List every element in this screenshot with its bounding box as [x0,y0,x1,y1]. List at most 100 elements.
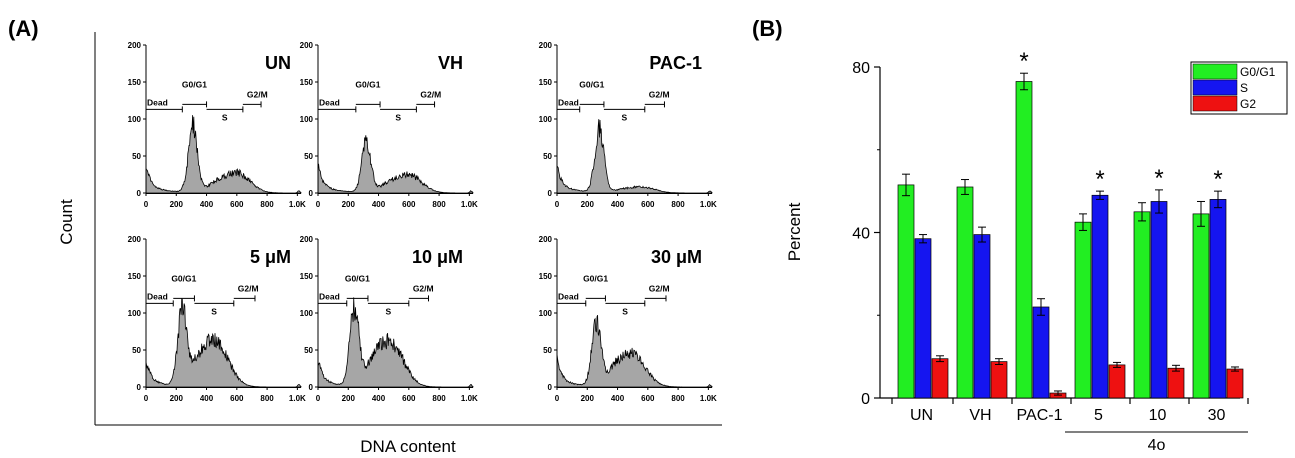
bar-g2 [1108,364,1126,399]
histogram-x-tick-label: 1.0K [289,200,306,209]
histogram-condition-title: 5 μM [250,247,291,267]
bar-category-label: 30 [1208,407,1226,424]
histogram-x-tick-label: 400 [372,394,386,403]
significance-asterisk: * [1154,165,1163,192]
histogram-condition-title: PAC-1 [649,53,702,73]
histogram-x-tick-label: 600 [641,394,655,403]
bar-y-axis-label: Percent [785,202,804,261]
histogram-y-tick-label: 100 [300,309,314,318]
histogram-x-tick-label: 0 [316,200,321,209]
histogram-x-tick-label: 600 [402,394,416,403]
histogram-x-tick-label: 400 [611,200,625,209]
histogram-x-tick-label: 200 [170,394,184,403]
bar-category-label: PAC-1 [1017,407,1063,424]
histogram-x-tick-label: 0 [316,394,321,403]
histogram-y-tick-label: 200 [300,41,314,50]
legend-swatch [1192,95,1238,112]
gate-label-g2m: G2/M [413,283,434,293]
histogram-y-tick-label: 0 [309,383,314,392]
bar-s [1209,199,1227,399]
gate-label-dead: Dead [558,291,579,301]
histogram-x-tick-label: 1.0K [461,200,478,209]
bar-y-tick-label: 0 [861,391,870,408]
histogram-y-tick-label: 200 [539,41,553,50]
histogram-x-tick-label: 800 [260,200,274,209]
histogram-curve [317,297,474,388]
histogram-y-tick-label: 150 [300,78,314,87]
bar-g0g1 [1133,211,1151,399]
group-label: 4o [1148,437,1166,454]
gate-label-g0g1: G0/G1 [171,273,196,283]
gate-label-g2m: G2/M [649,89,670,99]
gate-label-g0g1: G0/G1 [583,273,608,283]
histogram-x-tick-label: 1.0K [461,394,478,403]
legend-entry: G2 [1240,97,1256,111]
histogram-y-tick-label: 100 [539,115,553,124]
histogram-y-tick-label: 200 [128,235,142,244]
histogram-y-tick-label: 50 [132,346,141,355]
legend-swatch [1192,79,1238,96]
bar-y-tick-label: 40 [852,226,870,243]
bar-category-label: UN [910,407,933,424]
bar-chart-marks: 0 40 80 UN VH PAC-1 * 5 * 10 * 30 * 4o [852,48,1249,454]
histogram-x-tick-label: 0 [144,394,149,403]
bar-s [973,234,991,399]
bar-s [1032,306,1050,399]
histogram-x-tick-label: 800 [671,200,685,209]
histogram-curve [317,135,474,194]
gate-label-s: S [622,112,628,122]
significance-asterisk: * [1213,166,1222,193]
histogram-x-tick-label: 0 [555,394,560,403]
panel-b-label: (B) [752,16,783,41]
histogram-y-tick-label: 150 [539,272,553,281]
panel-b-bar-chart: Percent 0 40 80 UN VH PAC-1 * 5 * 10 * 30 * 4o G0/G1 S… [785,48,1288,454]
histogram-y-tick-label: 100 [128,309,142,318]
gate-label-dead: Dead [147,97,168,107]
gate-label-s: S [622,306,628,316]
histogram-x-tick-label: 1.0K [700,200,717,209]
bar-g0g1 [1074,221,1092,399]
histogram-x-tick-label: 0 [144,200,149,209]
bar-g0g1 [897,184,915,399]
histogram-y-tick-label: 150 [300,272,314,281]
histogram-x-tick-label: 0 [555,200,560,209]
histogram-y-tick-label: 100 [300,115,314,124]
histogram-y-tick-label: 0 [309,189,314,198]
histogram-y-tick-label: 50 [543,346,552,355]
bar-g2 [990,361,1008,399]
histogram-curve [145,298,302,388]
histogram-y-tick-label: 50 [132,152,141,161]
gate-label-g0g1: G0/G1 [345,273,370,283]
legend-entry: G0/G1 [1240,65,1276,79]
histogram-condition-title: 30 μM [651,247,702,267]
histogram-x-tick-label: 200 [342,200,356,209]
histogram-y-tick-label: 200 [300,235,314,244]
gate-label-dead: Dead [319,291,340,301]
gate-label-g0g1: G0/G1 [355,79,380,89]
histogram-condition-title: 10 μM [412,247,463,267]
histogram-x-tick-label: 800 [432,200,446,209]
histogram-x-tick-label: 600 [402,200,416,209]
histogram-x-tick-label: 1.0K [700,394,717,403]
histogram-y-tick-label: 200 [128,41,142,50]
bar-category-label: VH [969,407,991,424]
histogram-x-tick-label: 800 [671,394,685,403]
gate-label-g2m: G2/M [238,283,259,293]
bar-g0g1 [956,186,974,399]
histogram-y-tick-label: 0 [137,383,142,392]
gate-label-s: S [386,306,392,316]
gate-label-s: S [211,306,217,316]
histogram-curve [556,119,713,194]
bar-s [914,238,932,399]
gate-label-g0g1: G0/G1 [579,79,604,89]
histogram-x-tick-label: 600 [230,394,244,403]
gate-label-dead: Dead [558,97,579,107]
histogram-curve [145,115,302,194]
